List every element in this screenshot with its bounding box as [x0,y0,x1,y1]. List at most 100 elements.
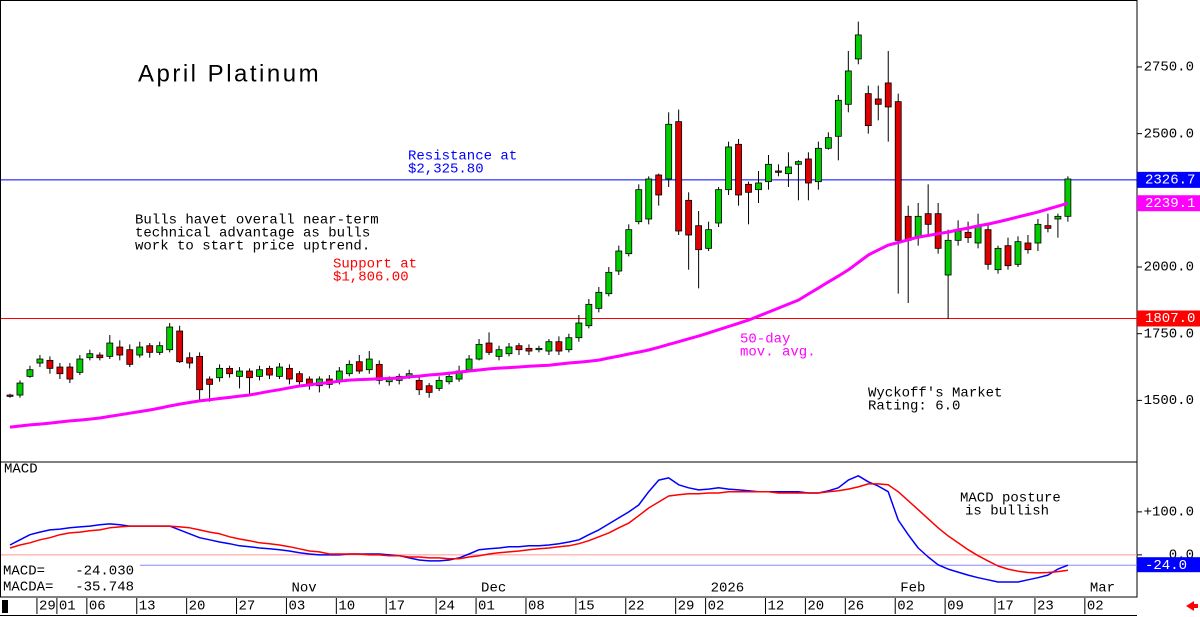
x-tick-label: 03 [288,599,305,615]
x-tick-label: 20 [189,599,206,615]
x-tick-label: 10 [338,599,355,615]
candle-body [246,370,253,379]
candle-body [116,346,124,356]
candle-body [715,189,722,224]
candle-body [864,93,872,127]
chart-title: April Platinum [138,60,321,87]
candle-body [296,373,303,383]
price-tag-label: 1807.0 [1145,311,1195,327]
x-tick-label: 08 [528,599,545,615]
candle-body [276,366,283,377]
price-tag [1137,171,1200,188]
candle-body [1014,241,1022,265]
candle-body [186,357,194,364]
candle-body [136,346,144,356]
candle-body [1054,215,1062,220]
candle-body [934,213,942,249]
macd-readout-value: -35.748 [75,580,134,596]
candle-body [785,166,792,175]
macd-readout-box [1,563,140,596]
candle-body [76,358,84,373]
candle-body [96,354,104,359]
macd-annotation: is bullish [965,504,1049,520]
candle-body [166,326,174,351]
candle-body [196,355,204,391]
candle-body [485,342,493,353]
candle-body [655,174,663,196]
x-tick-label: 06 [89,599,106,615]
x-month-label: Feb [900,581,925,597]
candle-body [904,215,912,241]
annotation: Support at [333,257,417,273]
candle-body [6,394,14,397]
annotation: Rating: 6.0 [868,399,960,415]
candle-body [625,229,633,255]
candle-body [964,231,972,239]
x-tick-label: 22 [628,599,645,615]
candle-body [615,250,623,272]
ma-tag [1137,195,1200,212]
x-tick-label: 13 [139,599,156,615]
candle-body [605,271,613,295]
candle-body [884,82,892,108]
macd-annotation: MACD posture [960,491,1061,507]
x-tick-label: 12 [767,599,784,615]
annotation: technical advantage as bulls [135,226,370,242]
x-tick-label: 29 [678,599,695,615]
candle-body [705,229,712,249]
x-tick-label: 17 [388,599,405,615]
candle-body [236,370,243,377]
candle-body [1044,225,1052,229]
candle-body [665,123,673,180]
candle-body [585,303,593,327]
macd-panel-frame [0,461,1138,598]
candle-body [26,369,34,377]
candle-body [86,353,94,359]
candle-body [695,225,703,251]
macd-readout-name: MACD= [3,564,45,580]
candle-body [465,358,473,371]
scroll-arrow [1186,601,1198,611]
x-month-label: 2026 [711,581,745,597]
x-tick-label: 29 [39,599,56,615]
candle-body [944,239,952,276]
candle-body [46,359,54,369]
candle-body [735,143,742,196]
annotation: Bulls havet overall near-term [135,213,379,229]
candle-body [256,369,263,377]
x-tick-label: 09 [947,599,964,615]
y-tick-label: 2000.0 [1144,260,1194,276]
candle-body [146,345,154,353]
candle-body [36,358,44,364]
candle-body [595,291,603,309]
candle-body [226,367,233,375]
macd-readout-name: MACDA= [3,580,53,596]
candle-body [435,379,443,389]
scroll-marker [2,600,8,613]
candle-body [216,367,223,379]
y-tick-label: 2500.0 [1144,126,1194,142]
candle-body [415,379,423,391]
candle-body [974,225,982,244]
candle-body [515,345,523,351]
candle-body [375,363,383,381]
x-tick-label: 26 [847,599,864,615]
price-tag [1137,310,1200,327]
moving-average-label: mov. avg. [740,345,816,361]
candle-body [335,370,343,381]
macd-line [9,475,1069,583]
x-tick-label: 01 [478,599,495,615]
candle-body [844,70,852,105]
x-month-label: Dec [481,581,506,597]
x-tick-label: 01 [59,599,76,615]
candle-body [824,137,832,149]
macd-readout-value: -24.030 [75,564,134,580]
candle-body [575,322,583,339]
moving-average [9,201,1069,429]
candle-body [525,347,533,352]
candle-body [206,378,214,385]
candle-body [1064,178,1072,217]
candle-body [505,346,513,355]
candle-body [924,213,932,225]
